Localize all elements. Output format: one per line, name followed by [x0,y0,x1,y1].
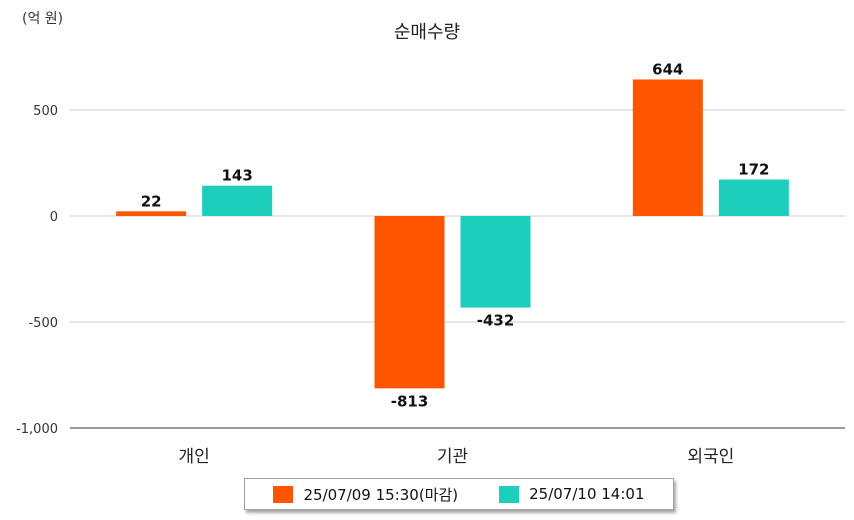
y-tick-label: -1,000 [16,422,58,437]
data-label: 22 [141,192,162,210]
data-label: 143 [222,167,253,185]
legend-swatch-series-2 [499,485,520,503]
data-label: -813 [391,392,429,410]
bar [460,216,531,308]
data-label: -432 [477,312,515,330]
x-category-label: 외국인 [687,447,734,467]
bar [632,79,703,216]
bar [116,211,187,216]
x-category-label: 개인 [179,447,210,467]
data-label: 172 [738,161,769,179]
bar [202,185,273,216]
legend-item-series-2[interactable]: 25/07/10 14:01 [499,485,645,503]
legend-label-series-2: 25/07/10 14:01 [529,485,645,503]
chart-title: 순매수량 [393,22,461,43]
y-tick-label: 0 [50,210,58,225]
data-label: 644 [652,60,683,78]
y-tick-label: -500 [28,316,58,331]
y-tick-label: 500 [33,104,58,119]
bar [374,216,445,389]
legend-label-series-1: 25/07/09 15:30(마감) [303,485,459,504]
x-category-label: 기관 [437,447,468,467]
legend-swatch-series-1 [273,485,294,503]
legend-item-series-1[interactable]: 25/07/09 15:30(마감) [273,484,458,505]
legend: 25/07/09 15:30(마감) 25/07/10 14:01 [244,478,674,510]
unit-label: (억 원) [22,11,64,27]
bar [718,179,789,216]
